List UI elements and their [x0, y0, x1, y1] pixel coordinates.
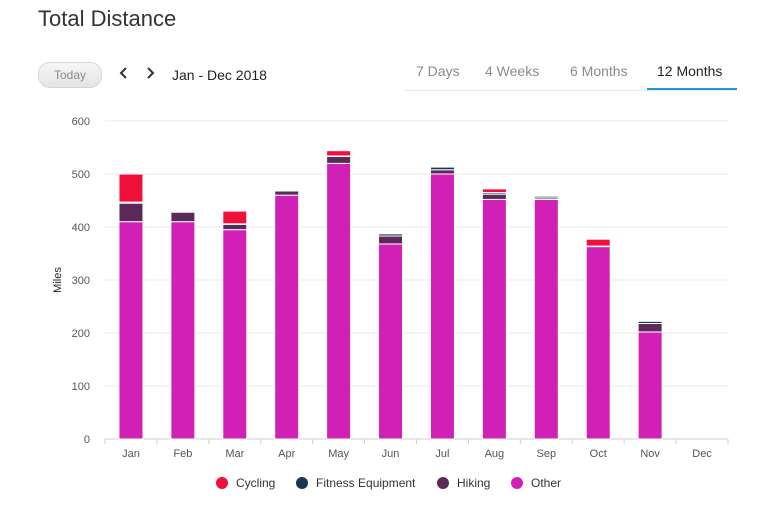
- bar-segment-fitness-equipment: [429, 166, 455, 171]
- tab-4-weeks[interactable]: 4 Weeks: [485, 63, 540, 79]
- y-tick-label: 300: [72, 275, 90, 287]
- legend-item-fitness-equipment[interactable]: Fitness Equipment: [296, 476, 415, 490]
- date-range-label: Jan - Dec 2018: [172, 67, 267, 83]
- distance-chart: 0 100 200 300 400 500 600 Miles Jan Feb Mar Apr May J…: [52, 116, 729, 460]
- bar-segment-hiking: [481, 193, 507, 200]
- x-tick-label: Sep: [537, 448, 557, 460]
- y-tick-label: 200: [72, 328, 90, 340]
- bar-segment-other: [637, 331, 663, 440]
- bar-segment-hiking: [637, 322, 663, 333]
- legend-label-other: Other: [531, 476, 562, 490]
- active-tab-indicator: [647, 88, 737, 90]
- legend-label-hiking: Hiking: [457, 476, 491, 490]
- legend-dot-cycling: [216, 477, 228, 489]
- legend-item-other[interactable]: Other: [511, 476, 561, 490]
- bar-segment-other: [222, 229, 248, 440]
- bar-segment-other: [533, 198, 559, 440]
- x-tick-label: Jul: [435, 448, 449, 460]
- page-title: Total Distance: [38, 6, 177, 31]
- bar-segment-fitness-equipment: [170, 211, 196, 213]
- bar-segment-cycling: [222, 210, 248, 225]
- x-tick-label: Aug: [485, 448, 505, 460]
- x-tick-label: Feb: [173, 448, 192, 460]
- bar-segment-other: [585, 246, 611, 440]
- x-tick-label: Jun: [382, 448, 400, 460]
- bar-segment-cycling: [585, 238, 611, 247]
- tab-6-months[interactable]: 6 Months: [570, 63, 628, 79]
- bar-segment-hiking: [274, 190, 300, 196]
- bar-segment-hiking: [222, 223, 248, 231]
- legend-item-cycling[interactable]: Cycling: [216, 476, 275, 490]
- bar-segment-hiking: [429, 169, 455, 175]
- chevron-left-icon[interactable]: [116, 64, 132, 82]
- x-tick-label: Apr: [278, 448, 295, 460]
- legend-dot-hiking: [437, 477, 449, 489]
- bar-segment-other: [481, 198, 507, 440]
- bar-segment-cycling: [481, 188, 507, 194]
- bar-segment-hiking: [118, 202, 144, 223]
- period-tabs: 7 Days 4 Weeks 6 Months 12 Months: [405, 56, 737, 91]
- bar-segment-hiking: [378, 235, 404, 245]
- chart-legend: Cycling Fitness Equipment Hiking Other: [0, 476, 761, 494]
- bar-segment-other: [118, 221, 144, 440]
- legend-label-cycling: Cycling: [236, 476, 276, 490]
- bar-segment-fitness-equipment: [378, 233, 404, 237]
- y-tick-label: 600: [72, 116, 90, 128]
- x-tick-label: Oct: [590, 448, 607, 460]
- bar-segment-other: [170, 221, 196, 440]
- x-tick-label: Nov: [640, 448, 660, 460]
- tab-12-months[interactable]: 12 Months: [657, 63, 723, 79]
- bar-segment-cycling: [326, 150, 352, 157]
- bar-segment-fitness-equipment: [637, 320, 663, 324]
- bar-segment-other: [326, 162, 352, 440]
- bar-segment-fitness-equipment: [533, 195, 559, 199]
- bar-segment-hiking: [170, 211, 196, 223]
- x-tick-label: Jan: [122, 448, 140, 460]
- x-tick-label: Mar: [225, 448, 244, 460]
- legend-item-hiking[interactable]: Hiking: [437, 476, 490, 490]
- y-tick-label: 100: [72, 381, 90, 393]
- y-tick-label: 500: [72, 169, 90, 181]
- bar-segment-other: [429, 173, 455, 440]
- y-axis-title: Miles: [52, 267, 64, 293]
- y-tick-label: 400: [72, 222, 90, 234]
- legend-dot-other: [511, 477, 523, 489]
- x-tick-label: May: [328, 448, 349, 460]
- x-tick-label: Dec: [692, 448, 712, 460]
- today-button[interactable]: Today: [38, 62, 102, 88]
- bar-segment-cycling: [118, 173, 144, 203]
- legend-dot-fitness-equipment: [296, 477, 308, 489]
- legend-label-fitness-equipment: Fitness Equipment: [316, 476, 416, 490]
- bar-segment-hiking: [326, 156, 352, 164]
- tab-7-days[interactable]: 7 Days: [416, 63, 460, 79]
- bar-segment-fitness-equipment: [274, 189, 300, 192]
- bar-segment-other: [274, 194, 300, 440]
- y-tick-label: 0: [84, 434, 90, 446]
- bar-segment-other: [378, 243, 404, 440]
- chevron-right-icon[interactable]: [142, 64, 158, 82]
